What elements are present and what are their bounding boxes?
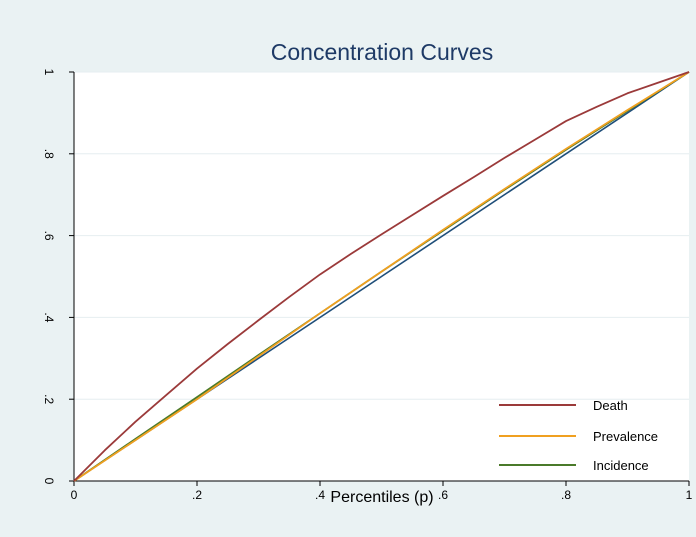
legend: Death Prevalence Incidence [499, 398, 658, 473]
axes-layer: 0 .2 .4 .6 .8 1 0 .2 .4 .6 .8 1 [42, 69, 693, 502]
y-tick-label: .4 [42, 312, 56, 322]
grid-layer [74, 71, 689, 400]
series-line-death [73, 71, 690, 482]
x-axis-title: Percentiles (p) [330, 489, 433, 506]
y-tick-label: .8 [42, 149, 56, 159]
legend-label-death: Death [593, 398, 628, 413]
series-line-prevalence [73, 71, 690, 482]
chart-title: Concentration Curves [271, 39, 493, 65]
legend-label-incidence: Incidence [593, 458, 649, 473]
y-tick-label: 1 [42, 69, 56, 76]
y-tick-label: .2 [42, 394, 56, 404]
y-tick-label: 0 [42, 478, 56, 485]
x-tick-label: 0 [71, 488, 78, 502]
x-tick-label: .8 [561, 488, 571, 502]
x-tick-label: .6 [438, 488, 448, 502]
x-tick-label: .4 [315, 488, 325, 502]
legend-label-prevalence: Prevalence [593, 429, 658, 444]
lines-layer [73, 71, 690, 482]
x-tick-label: .2 [192, 488, 202, 502]
x-tick-label: 1 [686, 488, 693, 502]
y-tick-label: .6 [42, 231, 56, 241]
